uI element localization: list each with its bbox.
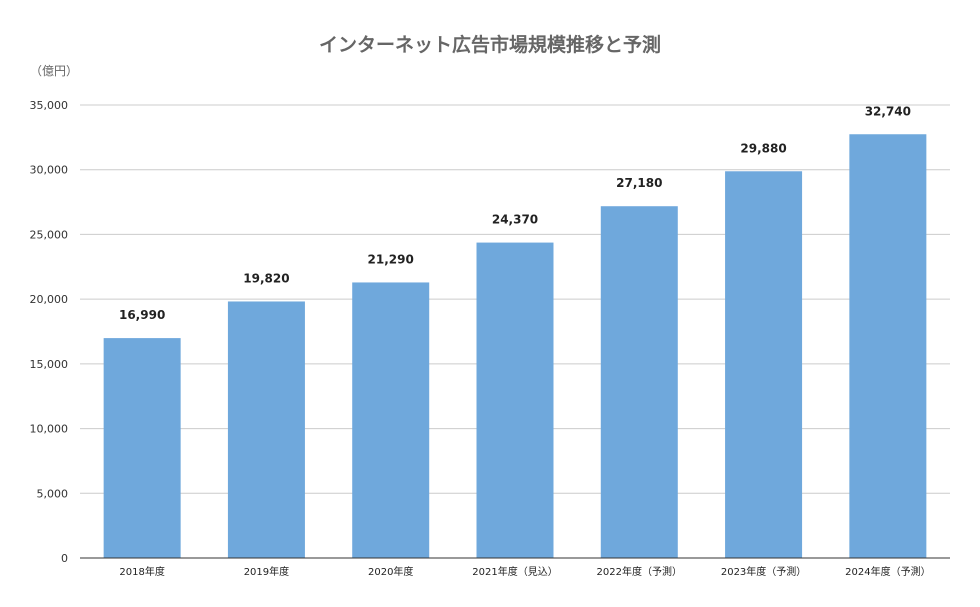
data-label: 16,990 [119, 308, 165, 322]
bar [227, 301, 305, 558]
y-tick-label: 10,000 [30, 423, 69, 436]
x-category-label: 2020年度 [368, 565, 413, 578]
bar [476, 242, 554, 558]
bar [849, 134, 927, 558]
bar [352, 282, 430, 558]
y-tick-label: 15,000 [30, 358, 69, 371]
gridlines [80, 104, 950, 494]
data-label: 27,180 [616, 176, 662, 190]
data-label: 21,290 [368, 252, 414, 266]
y-tick-label: 20,000 [30, 293, 69, 306]
bar [725, 171, 803, 558]
y-tick-label: 0 [61, 552, 68, 565]
y-tick-label: 30,000 [30, 164, 69, 177]
chart-title: インターネット広告市場規模推移と予測 [318, 34, 661, 56]
x-category-label: 2018年度 [119, 565, 164, 578]
x-axis-category-labels: 2018年度 2019年度 2020年度 2021年度（見込） 2022年度（予測） 20… [119, 565, 930, 578]
y-axis-tick-labels: 0 5,000 10,000 15,000 20,000 25,000 30,000 35,0… [30, 99, 69, 565]
x-category-label: 2019年度 [244, 565, 289, 578]
y-tick-label: 5,000 [37, 487, 69, 500]
y-tick-label: 25,000 [30, 228, 69, 241]
bar [103, 338, 181, 558]
bars [103, 134, 927, 559]
data-label: 24,370 [492, 213, 538, 227]
data-label: 19,820 [243, 271, 289, 285]
x-category-label: 2023年度（予測） [721, 565, 806, 578]
data-label: 29,880 [740, 141, 786, 155]
x-category-label: 2021年度（見込） [472, 565, 557, 578]
bar [600, 206, 678, 559]
data-labels: 16,990 19,820 21,290 24,370 27,180 29,880 32,7… [119, 104, 911, 322]
y-axis-unit-label: （億円） [30, 64, 79, 78]
x-category-label: 2024年度（予測） [845, 565, 930, 578]
y-tick-label: 35,000 [30, 99, 69, 112]
data-label: 32,740 [865, 104, 911, 118]
x-category-label: 2022年度（予測） [597, 565, 682, 578]
